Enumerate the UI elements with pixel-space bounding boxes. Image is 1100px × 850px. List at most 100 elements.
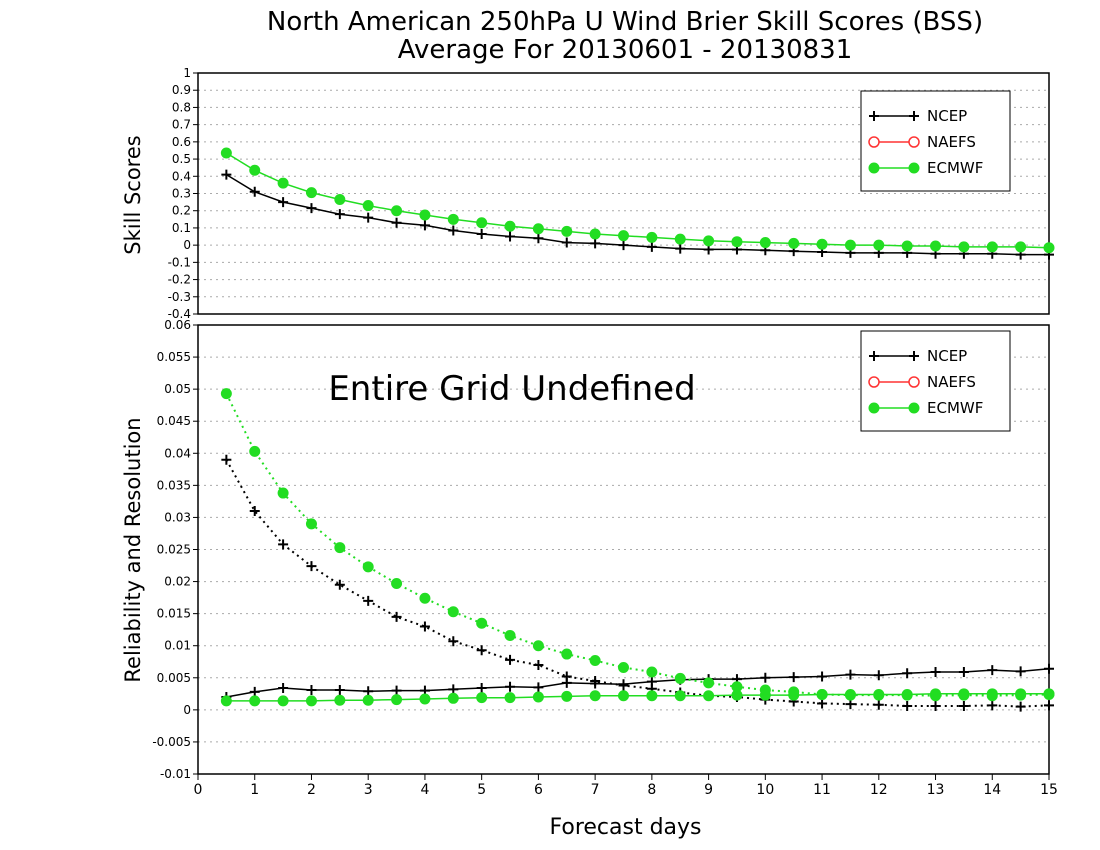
data-point [334,194,346,206]
data-point [363,686,374,697]
data-point [1015,666,1026,677]
data-point [930,690,942,702]
data-point [1043,242,1055,254]
data-point [646,241,657,252]
data-point [532,640,544,652]
legend-marker [869,351,879,361]
data-point [873,239,885,251]
legend-marker [908,402,920,414]
y-tick-label: 0.04 [164,446,191,460]
data-point [759,684,771,696]
legend: NCEP NAEFS ECMWF [860,90,1011,192]
data-point [902,668,913,679]
x-tick-label: 3 [364,782,373,798]
data-point [533,682,544,693]
data-point [277,487,289,499]
series-line [225,459,1050,708]
y-tick-label: -0.01 [160,767,191,781]
data-point [448,684,459,695]
data-point [220,695,232,707]
legend-marker [869,111,879,121]
data-point [987,665,998,676]
data-point [362,694,374,706]
data-point [334,542,346,554]
data-point [930,701,941,712]
x-tick-label: 8 [647,782,656,798]
data-point [1043,688,1055,700]
data-point [987,700,998,711]
x-tick-label: 1 [250,782,259,798]
data-point [760,672,771,683]
data-point [419,693,431,705]
data-point [220,147,232,159]
data-point [391,217,402,228]
legend-marker [868,136,880,148]
y-tick-label: 0.5 [172,152,191,166]
series-line [225,393,1050,697]
series-ecmwf [220,147,1055,254]
data-point [845,699,856,710]
data-point [703,690,715,702]
data-point [419,592,431,604]
y-tick-label: -0.4 [168,307,191,321]
y-tick-label: 0.06 [164,318,191,332]
data-point [958,689,970,701]
x-tick-label: 6 [534,782,543,798]
data-point [958,667,969,678]
chart-title-line2: Average For 20130601 - 20130831 [398,35,853,65]
legend-label: NCEP [927,347,967,365]
data-point [476,617,488,629]
y-tick-label: 0.055 [157,350,191,364]
data-point [1015,689,1027,701]
legend-marker [908,162,920,174]
legend-label: ECMWF [927,399,983,417]
data-point [249,445,261,457]
data-point [306,203,317,214]
data-point [391,685,402,696]
x-tick-label: 4 [420,782,429,798]
data-point [1044,700,1054,711]
data-point [817,698,828,709]
y-tick-label: 0.4 [172,169,191,183]
data-point [731,236,743,248]
data-point [476,217,488,229]
data-point [504,692,516,704]
series-ncep-resolution [221,454,1054,712]
data-point [391,611,402,622]
data-point [505,231,516,242]
data-point [1015,241,1027,253]
data-point [788,686,800,698]
x-tick-label: 5 [477,782,486,798]
data-point [419,209,431,221]
y-tick-label: 0.7 [172,118,191,132]
data-point [618,240,629,251]
data-point [277,695,289,707]
data-point [674,690,686,702]
data-point [561,225,573,237]
data-point [958,701,969,712]
y-tick-label: 0 [183,238,191,252]
legend-label: NAEFS [927,373,976,391]
data-point [589,654,601,666]
y-tick-label: 0.035 [157,478,191,492]
data-point [561,671,572,682]
y-tick-label: 0.1 [172,221,191,235]
series-line [226,668,1050,698]
data-point [703,677,715,689]
y-tick-label: -0.3 [168,290,191,304]
y-tick-label: 0.6 [172,135,191,149]
data-point [902,701,913,712]
data-point [703,235,715,247]
data-point [930,667,941,678]
data-point [674,233,686,245]
data-point [788,237,800,249]
data-point [419,220,430,231]
y-tick-label: -0.1 [168,255,191,269]
y-tick-label: 0.8 [172,100,191,114]
data-point [278,197,289,208]
y-tick-label: 0.045 [157,414,191,428]
data-point [873,670,884,681]
data-point [759,237,771,249]
data-point [334,694,346,706]
